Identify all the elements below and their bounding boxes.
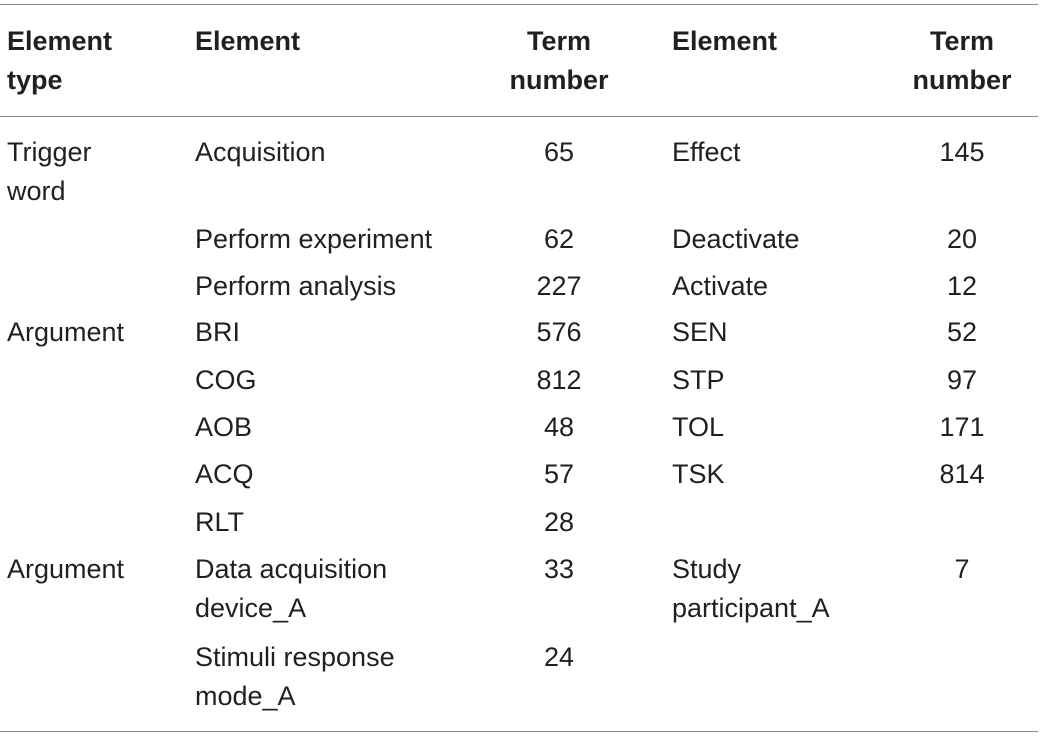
element-cell: Perform experiment: [195, 224, 433, 254]
header-element-2: Element: [672, 26, 778, 56]
term-number-cell: 52: [946, 317, 978, 347]
element-type-cell: Argument: [7, 317, 125, 347]
header-term-number-1: Term number: [509, 26, 609, 95]
header-element-type: Element type: [7, 26, 113, 95]
element-cell: Deactivate: [672, 224, 800, 254]
term-number-cell: 7: [954, 554, 970, 584]
element-cell: Study participant_A: [672, 554, 830, 623]
term-number-cell: 12: [946, 271, 978, 301]
header-term-number-2: Term number: [912, 26, 1012, 95]
element-cell: Effect: [672, 137, 741, 167]
element-cell: BRI: [195, 317, 241, 347]
term-number-cell: 814: [939, 459, 985, 489]
term-number-cell: 48: [543, 412, 575, 442]
element-cell: TSK: [672, 459, 725, 489]
term-number-cell: 33: [543, 554, 575, 584]
term-number-cell: 227: [536, 271, 582, 301]
element-cell: RLT: [195, 507, 245, 537]
term-number-cell: 65: [543, 137, 575, 167]
element-cell: COG: [195, 365, 257, 395]
term-number-cell: 62: [543, 224, 575, 254]
header-element-1: Element: [195, 26, 301, 56]
term-number-cell: 20: [946, 224, 978, 254]
term-number-cell: 812: [536, 365, 582, 395]
bottom-rule: [0, 731, 1038, 732]
element-cell: Stimuli response mode_A: [195, 642, 395, 711]
element-cell: Perform analysis: [195, 271, 397, 301]
term-number-cell: 28: [543, 507, 575, 537]
element-cell: SEN: [672, 317, 728, 347]
element-cell: STP: [672, 365, 725, 395]
element-cell: ACQ: [195, 459, 254, 489]
element-type-cell: Trigger word: [7, 137, 92, 206]
term-number-cell: 24: [543, 642, 575, 672]
element-cell: Data acquisition device_A: [195, 554, 388, 623]
term-number-cell: 171: [939, 412, 985, 442]
element-cell: Activate: [672, 271, 769, 301]
term-number-cell: 57: [543, 459, 575, 489]
element-cell: AOB: [195, 412, 253, 442]
element-cell: TOL: [672, 412, 725, 442]
header-rule: [0, 116, 1038, 117]
element-type-cell: Argument: [7, 554, 125, 584]
term-number-cell: 97: [946, 365, 978, 395]
term-number-cell: 576: [536, 317, 582, 347]
element-cell: Acquisition: [195, 137, 326, 167]
top-rule: [0, 4, 1038, 5]
term-number-cell: 145: [939, 137, 985, 167]
